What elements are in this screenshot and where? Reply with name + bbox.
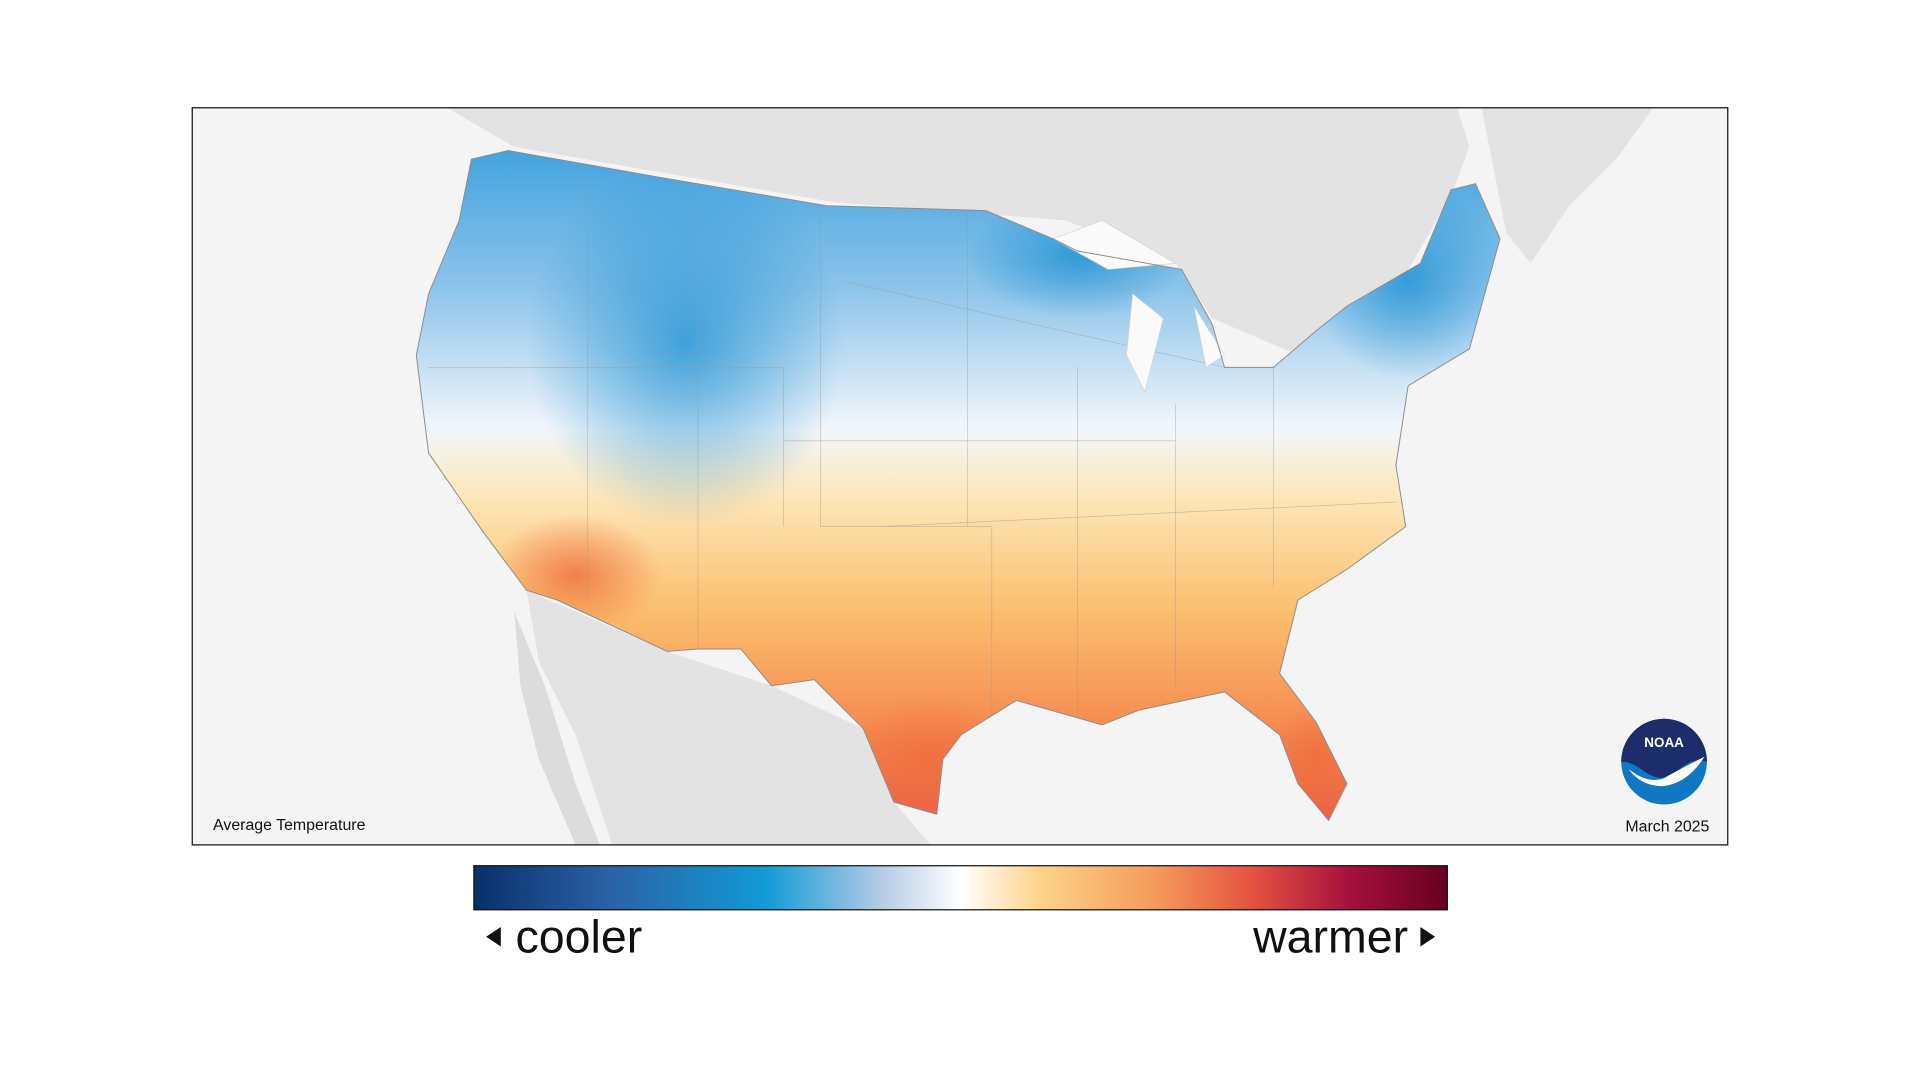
arrow-right — [1420, 926, 1436, 947]
state-borders — [428, 171, 1396, 723]
map-frame — [191, 107, 1729, 846]
canada — [446, 107, 1470, 356]
arrow-left — [486, 926, 501, 947]
map-date: March 2025 — [1625, 818, 1709, 835]
great-lakes — [1052, 220, 1225, 393]
logo-text: NOAA — [1644, 735, 1684, 750]
color-bar — [473, 865, 1448, 911]
baja — [514, 612, 600, 845]
canada-east — [1481, 107, 1654, 264]
logo-top — [1621, 718, 1707, 778]
map-title: Average Temperature — [213, 817, 366, 834]
legend-high: warmer — [1252, 911, 1408, 963]
noaa-logo: NOAA — [1621, 718, 1707, 805]
map-area — [192, 107, 1728, 845]
mexico — [526, 590, 931, 845]
legend-low: cooler — [516, 911, 643, 963]
cold-west — [526, 159, 845, 527]
logo-bird — [1628, 756, 1705, 787]
